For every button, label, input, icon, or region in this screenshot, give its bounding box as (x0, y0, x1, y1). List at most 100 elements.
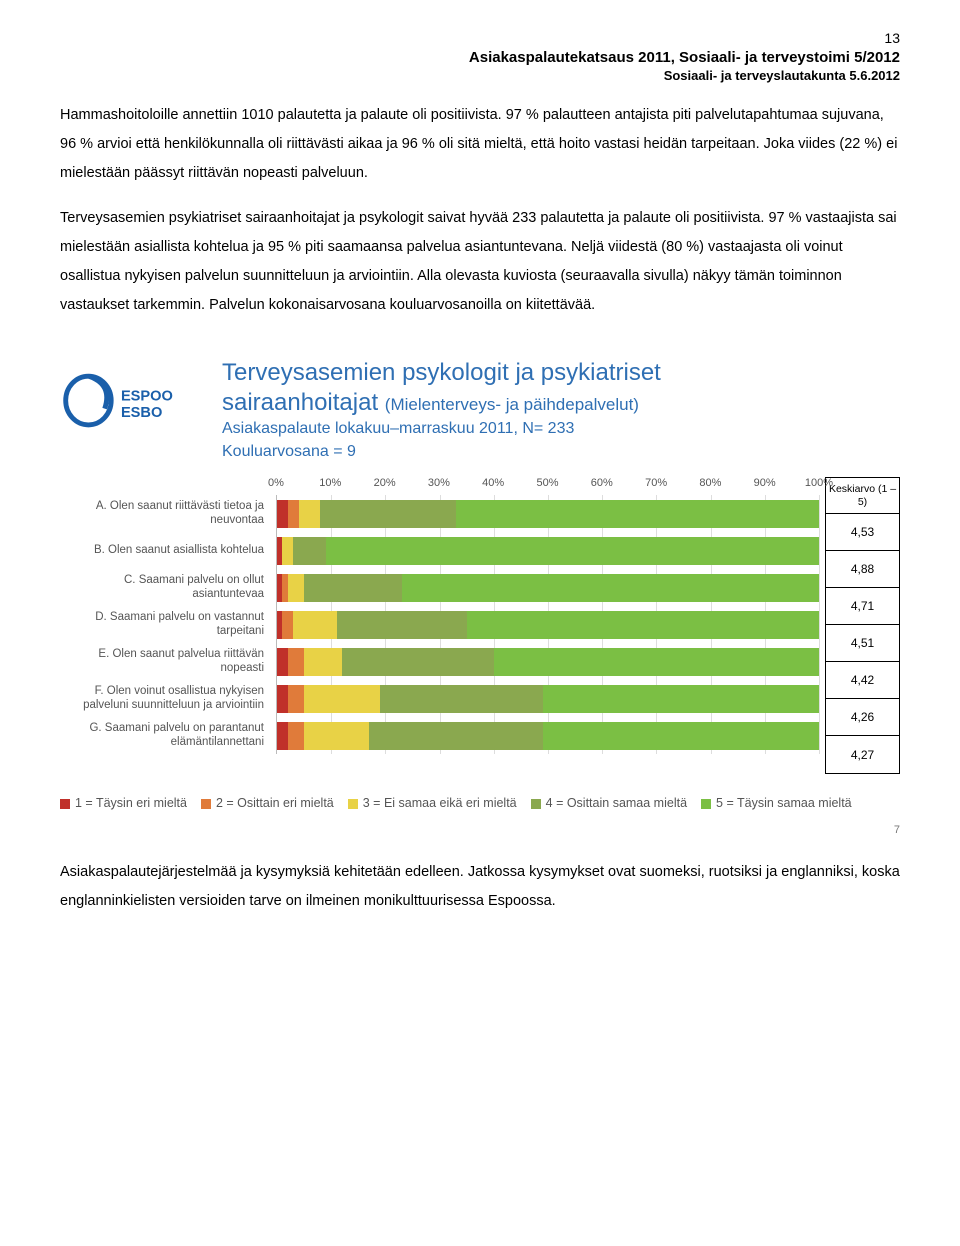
avg-value: 4,27 (826, 736, 899, 773)
bar-row-label: F. Olen voinut osallistua nykyisen palve… (60, 680, 270, 717)
bar-segment (288, 648, 304, 676)
bar-segment (380, 685, 543, 713)
legend-label: 4 = Osittain samaa mieltä (546, 792, 687, 816)
x-tick: 70% (645, 477, 667, 489)
slide-number: 7 (60, 824, 900, 836)
legend-label: 2 = Osittain eri mieltä (216, 792, 334, 816)
x-tick: 0% (268, 477, 284, 489)
legend-item: 3 = Ei samaa eikä eri mieltä (348, 792, 517, 816)
bar-segment (543, 685, 819, 713)
page-header: 13 Asiakaspalautekatsaus 2011, Sosiaali-… (60, 30, 900, 83)
avg-value: 4,71 (826, 588, 899, 625)
x-tick: 80% (699, 477, 721, 489)
bar-row-label: A. Olen saanut riittävästi tietoa ja neu… (60, 495, 270, 532)
x-tick: 60% (591, 477, 613, 489)
bar-segment (293, 537, 326, 565)
legend-label: 3 = Ei samaa eikä eri mieltä (363, 792, 517, 816)
bar-segment (293, 611, 336, 639)
bar-segment (494, 648, 819, 676)
legend-label: 5 = Täysin samaa mieltä (716, 792, 852, 816)
x-tick: 90% (754, 477, 776, 489)
bar-row (277, 532, 819, 569)
x-tick: 50% (536, 477, 558, 489)
bar-segment (277, 722, 288, 750)
avg-value: 4,53 (826, 514, 899, 551)
bar-segment (337, 611, 467, 639)
bar-row-label: E. Olen saanut palvelua riittävän nopeas… (60, 643, 270, 680)
chart-subtitle-2: Kouluarvosana = 9 (222, 441, 900, 463)
bar-segment (299, 500, 321, 528)
avg-value: 4,42 (826, 662, 899, 699)
bar-segment (369, 722, 542, 750)
chart-row-labels: A. Olen saanut riittävästi tietoa ja neu… (60, 477, 270, 774)
bar-segment (304, 648, 342, 676)
bar-segment (277, 500, 288, 528)
legend-swatch (531, 799, 541, 809)
legend-item: 5 = Täysin samaa mieltä (701, 792, 852, 816)
bar-segment (402, 574, 819, 602)
legend-swatch (201, 799, 211, 809)
chart-title-line2a: sairaanhoitajat (222, 389, 385, 416)
bar-row (277, 606, 819, 643)
chart-title-line1: Terveysasemien psykologit ja psykiatrise… (222, 358, 900, 388)
bar-segment (326, 537, 819, 565)
bar-row-label: D. Saamani palvelu on vastannut tarpeita… (60, 606, 270, 643)
bar-segment (467, 611, 819, 639)
chart-avg-column: Keskiarvo (1 – 5) 4,534,884,714,514,424,… (825, 477, 900, 774)
x-tick: 40% (482, 477, 504, 489)
chart-bars-area: 0%10%20%30%40%50%60%70%80%90%100% (276, 477, 819, 774)
avg-value: 4,26 (826, 699, 899, 736)
bar-segment (288, 574, 304, 602)
logo-text-1: ESPOO (121, 389, 173, 405)
bar-segment (304, 722, 369, 750)
chart-subtitle-1: Asiakaspalaute lokakuu–marraskuu 2011, N… (222, 418, 900, 440)
legend-item: 2 = Osittain eri mieltä (201, 792, 334, 816)
header-title: Asiakaspalautekatsaus 2011, Sosiaali- ja… (60, 48, 900, 68)
bar-row (277, 717, 819, 754)
avg-value: 4,88 (826, 551, 899, 588)
bar-row (277, 495, 819, 532)
chart-x-axis: 0%10%20%30%40%50%60%70%80%90%100% (276, 477, 819, 495)
bar-segment (288, 685, 304, 713)
legend-swatch (348, 799, 358, 809)
bar-segment (456, 500, 819, 528)
bar-segment (320, 500, 456, 528)
bar-segment (304, 685, 380, 713)
avg-value: 4,51 (826, 625, 899, 662)
bar-segment (288, 722, 304, 750)
body-text: Hammashoitoloille annettiin 1010 palaute… (60, 101, 900, 320)
chart-title-line2b: (Mielenterveys- ja päihdepalvelut) (385, 395, 639, 414)
bar-segment (282, 611, 293, 639)
bar-row (277, 680, 819, 717)
bar-row (277, 569, 819, 606)
legend-swatch (60, 799, 70, 809)
logo-text-2: ESBO (121, 405, 162, 421)
avg-header: Keskiarvo (1 – 5) (826, 478, 899, 514)
x-tick: 10% (319, 477, 341, 489)
paragraph-2: Terveysasemien psykiatriset sairaanhoita… (60, 204, 900, 320)
bar-segment (277, 648, 288, 676)
chart-body: A. Olen saanut riittävästi tietoa ja neu… (60, 477, 900, 774)
chart-slide: ESPOO ESBO Terveysasemien psykologit ja … (60, 350, 900, 835)
header-subtitle: Sosiaali- ja terveyslautakunta 5.6.2012 (60, 68, 900, 83)
legend-item: 1 = Täysin eri mieltä (60, 792, 187, 816)
bar-row (277, 643, 819, 680)
espoo-logo: ESPOO ESBO (60, 358, 200, 438)
x-tick: 30% (428, 477, 450, 489)
x-tick: 100% (805, 477, 833, 489)
paragraph-1: Hammashoitoloille annettiin 1010 palaute… (60, 101, 900, 188)
page-number: 13 (884, 30, 900, 46)
bar-segment (304, 574, 402, 602)
legend-label: 1 = Täysin eri mieltä (75, 792, 187, 816)
bar-row-label: C. Saamani palvelu on ollut asiantunteva… (60, 569, 270, 606)
bar-segment (277, 685, 288, 713)
chart-legend: 1 = Täysin eri mieltä 2 = Osittain eri mi… (60, 792, 900, 818)
bar-row-label: B. Olen saanut asiallista kohtelua (60, 532, 270, 569)
bar-segment (288, 500, 299, 528)
footer-paragraph: Asiakaspalautejärjestelmää ja kysymyksiä… (60, 858, 900, 916)
bar-segment (543, 722, 819, 750)
legend-swatch (701, 799, 711, 809)
legend-item: 4 = Osittain samaa mieltä (531, 792, 687, 816)
bar-segment (342, 648, 494, 676)
bar-segment (282, 537, 293, 565)
